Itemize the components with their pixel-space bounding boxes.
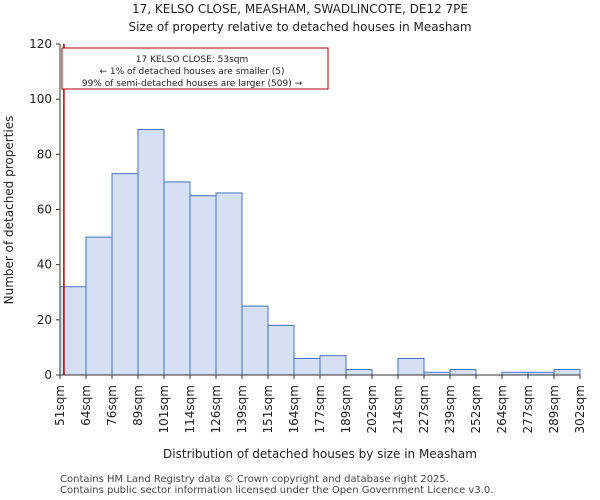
x-tick-label: 177sqm [313, 385, 327, 433]
x-tick-label: 252sqm [469, 385, 483, 433]
x-tick-label: 164sqm [287, 385, 301, 433]
x-tick-label: 214sqm [391, 385, 405, 433]
footer-line-1: Contains HM Land Registry data © Crown c… [60, 474, 449, 485]
bar-64sqm [85, 236, 113, 376]
x-tick-label: 239sqm [443, 385, 457, 433]
x-tick-label: 101sqm [157, 385, 171, 433]
y-tick-label: 120 [29, 37, 52, 51]
x-tick-label: 64sqm [79, 385, 93, 426]
bar-126sqm [215, 192, 243, 376]
x-tick-label: 139sqm [235, 385, 249, 433]
bar-239sqm [449, 368, 477, 376]
bar-189sqm [345, 368, 373, 376]
histogram-chart: 17, KELSO CLOSE, MEASHAM, SWADLINCOTE, D… [2, 2, 587, 461]
y-tick-label: 20 [37, 313, 52, 327]
bars [59, 129, 581, 376]
bar-76sqm [111, 173, 139, 376]
x-axis-label: Distribution of detached houses by size … [163, 447, 477, 461]
x-tick-label: 114sqm [183, 385, 197, 433]
bar-101sqm [163, 181, 191, 376]
x-tick-label: 76sqm [105, 385, 119, 426]
bar-139sqm [241, 305, 269, 376]
bar-289sqm [553, 368, 581, 376]
x-tick-label: 227sqm [417, 385, 431, 433]
chart-subtitle: Size of property relative to detached ho… [128, 20, 471, 34]
x-tick-label: 51sqm [53, 385, 67, 426]
annotation-line-1: 17 KELSO CLOSE: 53sqm [136, 55, 249, 65]
x-axis-ticks: 51sqm 64sqm 76sqm 89sqm 101sqm 114sqm 126sqm 13… [53, 375, 587, 433]
x-tick-label: 302sqm [573, 385, 587, 433]
bar-114sqm [189, 195, 217, 376]
bar-177sqm [319, 355, 347, 376]
y-tick-label: 80 [37, 147, 52, 161]
y-tick-label: 40 [37, 258, 52, 272]
bar-214sqm [397, 357, 425, 376]
bar-89sqm [137, 129, 165, 376]
bar-151sqm [267, 324, 295, 376]
annotation-box: 17 KELSO CLOSE: 53sqm ← 1% of detached h… [61, 47, 329, 90]
chart-title: 17, KELSO CLOSE, MEASHAM, SWADLINCOTE, D… [132, 2, 468, 16]
annotation-line-2: ← 1% of detached houses are smaller (5) [99, 67, 284, 77]
x-tick-label: 126sqm [209, 385, 223, 433]
y-tick-label: 0 [44, 368, 52, 382]
footer-line-2: Contains public sector information licen… [60, 485, 494, 496]
x-tick-label: 264sqm [495, 385, 509, 433]
annotation-line-3: 99% of semi-detached houses are larger (… [82, 79, 303, 89]
y-tick-label: 60 [37, 203, 52, 217]
bar-164sqm [293, 357, 321, 376]
annotation-border [61, 47, 329, 90]
y-axis-ticks: 0 20 40 60 80 100 120 [29, 37, 60, 382]
y-axis-label: Number of detached properties [2, 116, 16, 305]
x-tick-label: 151sqm [261, 385, 275, 433]
x-tick-label: 289sqm [547, 385, 561, 433]
x-tick-label: 89sqm [131, 385, 145, 426]
x-tick-label: 189sqm [339, 385, 353, 433]
x-tick-label: 202sqm [365, 385, 379, 433]
y-tick-label: 100 [29, 92, 52, 106]
x-tick-label: 277sqm [521, 385, 535, 433]
